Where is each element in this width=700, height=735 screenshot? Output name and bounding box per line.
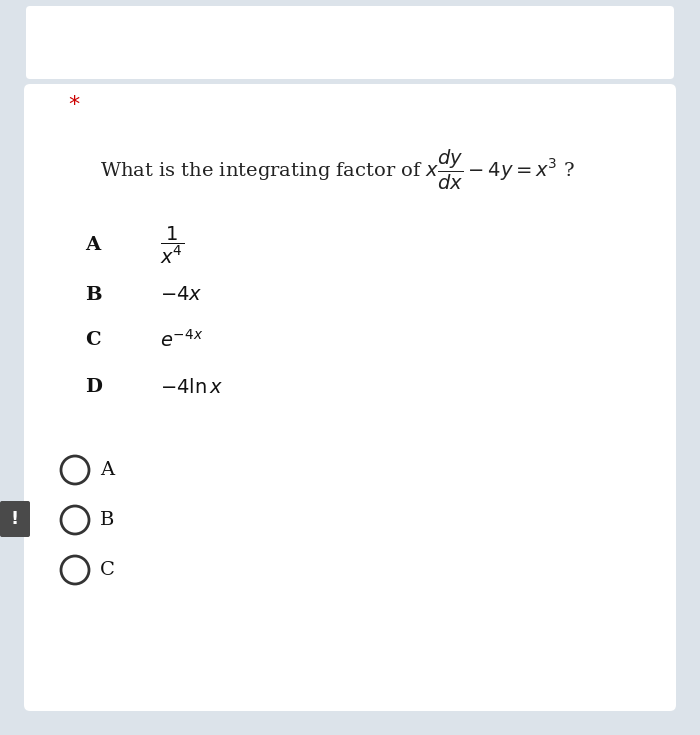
- Text: C: C: [85, 331, 101, 349]
- Text: C: C: [100, 561, 115, 579]
- FancyBboxPatch shape: [24, 84, 676, 711]
- Text: !: !: [11, 510, 19, 528]
- Text: D: D: [85, 378, 102, 396]
- Text: *: *: [68, 95, 79, 115]
- Text: $e^{-4x}$: $e^{-4x}$: [160, 329, 203, 351]
- Text: $-4\ln x$: $-4\ln x$: [160, 378, 223, 396]
- Text: $-4x$: $-4x$: [160, 286, 202, 304]
- Text: B: B: [100, 511, 114, 529]
- Text: B: B: [85, 286, 102, 304]
- Text: A: A: [85, 236, 100, 254]
- Text: A: A: [100, 461, 114, 479]
- Text: $\dfrac{1}{x^4}$: $\dfrac{1}{x^4}$: [160, 224, 184, 266]
- FancyBboxPatch shape: [0, 501, 30, 537]
- FancyBboxPatch shape: [26, 6, 674, 79]
- Text: What is the integrating factor of $x\dfrac{dy}{dx}-4y=x^{3}$ ?: What is the integrating factor of $x\dfr…: [100, 148, 575, 192]
